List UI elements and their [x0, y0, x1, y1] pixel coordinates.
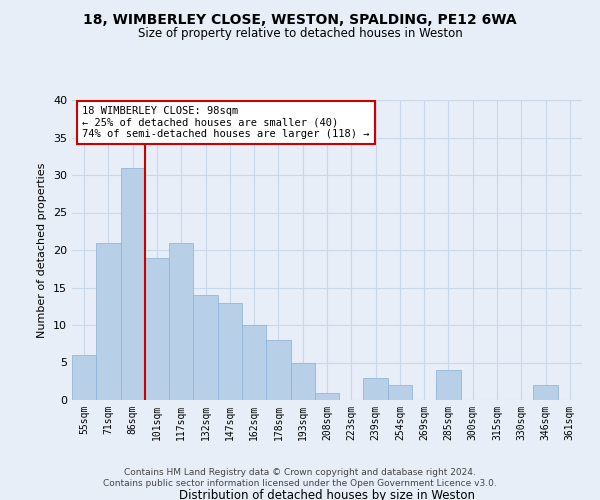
Bar	[72, 355, 96, 400]
Text: Size of property relative to detached houses in Weston: Size of property relative to detached ho…	[137, 28, 463, 40]
Bar	[315, 392, 339, 400]
Bar	[388, 385, 412, 400]
Text: 18 WIMBERLEY CLOSE: 98sqm
← 25% of detached houses are smaller (40)
74% of semi-: 18 WIMBERLEY CLOSE: 98sqm ← 25% of detac…	[82, 106, 370, 139]
Bar	[145, 258, 169, 400]
Bar	[96, 242, 121, 400]
Text: 18, WIMBERLEY CLOSE, WESTON, SPALDING, PE12 6WA: 18, WIMBERLEY CLOSE, WESTON, SPALDING, P…	[83, 12, 517, 26]
Text: Contains HM Land Registry data © Crown copyright and database right 2024.
Contai: Contains HM Land Registry data © Crown c…	[103, 468, 497, 487]
Bar	[436, 370, 461, 400]
Bar	[193, 295, 218, 400]
Bar	[266, 340, 290, 400]
Bar	[169, 242, 193, 400]
Bar	[121, 168, 145, 400]
Y-axis label: Number of detached properties: Number of detached properties	[37, 162, 47, 338]
X-axis label: Distribution of detached houses by size in Weston: Distribution of detached houses by size …	[179, 488, 475, 500]
Bar	[290, 362, 315, 400]
Bar	[533, 385, 558, 400]
Bar	[242, 325, 266, 400]
Bar	[218, 302, 242, 400]
Bar	[364, 378, 388, 400]
